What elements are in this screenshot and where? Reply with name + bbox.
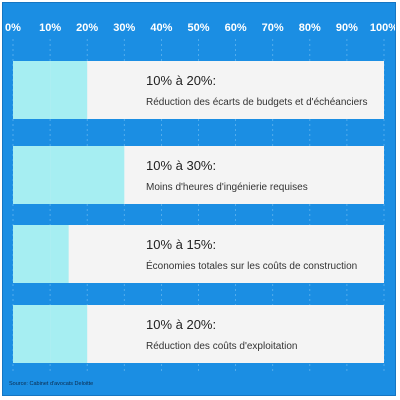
x-tick-label: 0%: [5, 22, 21, 34]
bar-chart: 0% 10% 20% 30% 40% 50% 60% 70% 80% 90% 100% 10% à 2…: [5, 22, 396, 373]
chart-frame: 0% 10% 20% 30% 40% 50% 60% 70% 80% 90% 100% 10% à 2…: [2, 2, 396, 396]
bar-description: Économies totales sur les coûts de const…: [146, 259, 357, 272]
bar-range-label: 10% à 30%:: [146, 158, 216, 173]
bar-range-label: 10% à 15%:: [146, 237, 216, 252]
bar-fill-base: [13, 146, 51, 204]
x-tick-label: 100%: [370, 22, 396, 34]
source-note: Source: Cabinet d'avocats Deloitte: [9, 381, 94, 387]
bar-description: Réduction des écarts de budgets et d'éch…: [146, 97, 368, 108]
bar-track: [13, 225, 384, 283]
bar-fill-range: [50, 305, 88, 363]
x-tick-label: 90%: [336, 22, 358, 34]
bar-description: Moins d'heures d'ingénierie requises: [146, 182, 308, 193]
x-tick-label: 40%: [150, 22, 172, 34]
x-tick-label: 50%: [187, 22, 209, 34]
bar-fill-range: [50, 61, 88, 119]
x-tick-label: 10%: [39, 22, 61, 34]
bar-description: Réduction des coûts d'exploitation: [146, 341, 297, 352]
x-tick-label: 20%: [76, 22, 98, 34]
bar-fill-range: [50, 225, 69, 283]
bar-range-label: 10% à 20%:: [146, 317, 216, 332]
bar-range-label: 10% à 20%:: [146, 73, 216, 88]
bar-fill-base: [13, 225, 51, 283]
x-tick-label: 30%: [113, 22, 135, 34]
bar-fill-range: [50, 146, 125, 204]
bar-fill-base: [13, 61, 51, 119]
bar-fill-base: [13, 305, 51, 363]
x-tick-label: 70%: [262, 22, 284, 34]
x-tick-label: 60%: [225, 22, 247, 34]
x-tick-label: 80%: [299, 22, 321, 34]
